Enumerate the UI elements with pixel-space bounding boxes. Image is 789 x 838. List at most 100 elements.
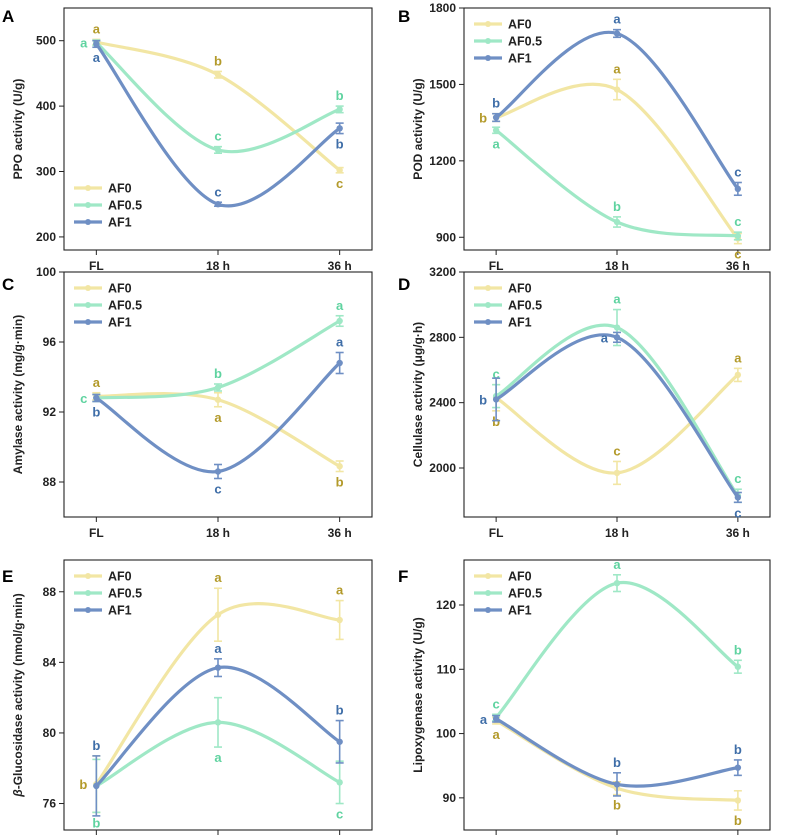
x-tick-label: 18 h (206, 526, 230, 540)
significance-label: a (93, 21, 101, 36)
y-tick-label: 120 (436, 598, 456, 612)
data-point (336, 317, 343, 325)
series-AF0: aab (92, 375, 344, 490)
y-tick-label: 96 (43, 335, 57, 349)
series-line (94, 602, 342, 786)
legend-marker (485, 55, 491, 61)
significance-label: b (214, 53, 222, 68)
significance-label: a (214, 410, 222, 425)
significance-label: c (734, 214, 741, 229)
x-tick-label: FL (489, 526, 504, 540)
legend-marker (485, 590, 491, 596)
y-tick-label: 92 (43, 405, 57, 419)
significance-label: c (336, 807, 343, 822)
y-tick-label: 100 (36, 265, 56, 279)
data-point (492, 114, 500, 121)
series-AF1: b a c (479, 330, 742, 520)
significance-label: b (613, 798, 621, 813)
legend-marker (85, 607, 91, 613)
series-AF0: a b c (92, 21, 344, 191)
data-point (613, 469, 621, 477)
x-tick-label: 36 h (328, 259, 352, 273)
data-point (336, 463, 343, 470)
y-tick-label: 100 (436, 727, 456, 741)
legend-label: AF1 (508, 52, 532, 66)
y-tick-label: 400 (36, 99, 56, 113)
data-point (492, 715, 500, 722)
significance-label: a (734, 350, 742, 365)
panel-D: D 2000 2400 2800 3200 FL 18 h 36 h Cellulase act… (398, 265, 771, 540)
legend-marker (85, 302, 91, 308)
series-AF0_5: a b c (492, 126, 742, 241)
significance-label: b (336, 137, 344, 152)
legend-marker (485, 607, 491, 613)
panel-letter: B (398, 7, 410, 26)
series-AF0_5: a c b (80, 36, 344, 154)
significance-label: b (479, 392, 487, 407)
y-tick-label: 76 (43, 797, 57, 811)
series-AF1: b a c (492, 12, 742, 197)
significance-label: c (493, 696, 500, 711)
legend: AF0 AF0.5 AF1 (74, 282, 142, 330)
y-tick-label: 110 (437, 662, 457, 676)
significance-label: b (92, 815, 100, 830)
legend-marker (85, 319, 91, 325)
series-line (494, 581, 740, 720)
significance-label: b (613, 199, 621, 214)
legend-label: AF0.5 (108, 587, 142, 601)
data-point (93, 394, 100, 402)
significance-label: b (336, 88, 344, 103)
significance-label: a (93, 375, 101, 390)
significance-label: a (601, 330, 609, 345)
y-tick-label: 300 (36, 165, 56, 179)
legend-label: AF1 (108, 316, 132, 330)
y-tick-label: 1200 (429, 154, 456, 168)
legend-marker (85, 219, 91, 225)
significance-label: a (336, 298, 344, 313)
y-tick-label: 84 (43, 655, 57, 669)
significance-label: c (214, 184, 221, 199)
significance-label: b (734, 813, 742, 828)
y-axis-label: POD activity (U/g) (411, 78, 425, 179)
series-line (494, 30, 740, 191)
data-point (613, 324, 621, 331)
y-tick-label: 1500 (429, 77, 456, 91)
significance-label: a (613, 292, 621, 307)
data-point (336, 106, 343, 113)
y-tick-label: 88 (43, 475, 57, 489)
significance-label: a (93, 50, 101, 65)
legend-marker (85, 202, 91, 208)
legend-marker (85, 185, 91, 191)
panel-A: A 200 300 400 500 FL 18 h 36 h PPO activity (U/g… (2, 7, 373, 273)
legend: AF0 AF0.5 AF1 (74, 182, 142, 230)
y-axis-label: Cellulase activity (μg/g·h) (411, 322, 425, 467)
data-point (734, 232, 742, 240)
significance-label: b (479, 111, 487, 126)
legend-label: AF0 (508, 570, 532, 584)
legend-label: AF0.5 (108, 199, 142, 213)
data-point (214, 146, 222, 154)
data-point (214, 201, 222, 208)
data-point (336, 125, 343, 132)
significance-label: b (92, 738, 100, 753)
series-AF0_5: b a c (92, 696, 344, 830)
series-line (494, 82, 740, 241)
data-point (336, 779, 343, 786)
data-point (613, 86, 621, 93)
y-tick-label: 500 (36, 34, 56, 48)
data-point (214, 71, 222, 78)
data-point (93, 40, 100, 48)
y-axis-label: Lipoxygenase activity (U/g) (411, 617, 425, 772)
data-point (214, 396, 222, 403)
significance-label: c (214, 129, 221, 144)
significance-label: b (336, 475, 344, 490)
significance-label: a (214, 570, 222, 585)
series-AF1: b a b (92, 641, 344, 817)
y-tick-label: 90 (443, 791, 457, 805)
data-point (734, 797, 742, 804)
significance-label: b (92, 405, 100, 420)
significance-label: c (493, 367, 500, 382)
significance-label: c (734, 505, 741, 520)
data-point (214, 664, 222, 671)
